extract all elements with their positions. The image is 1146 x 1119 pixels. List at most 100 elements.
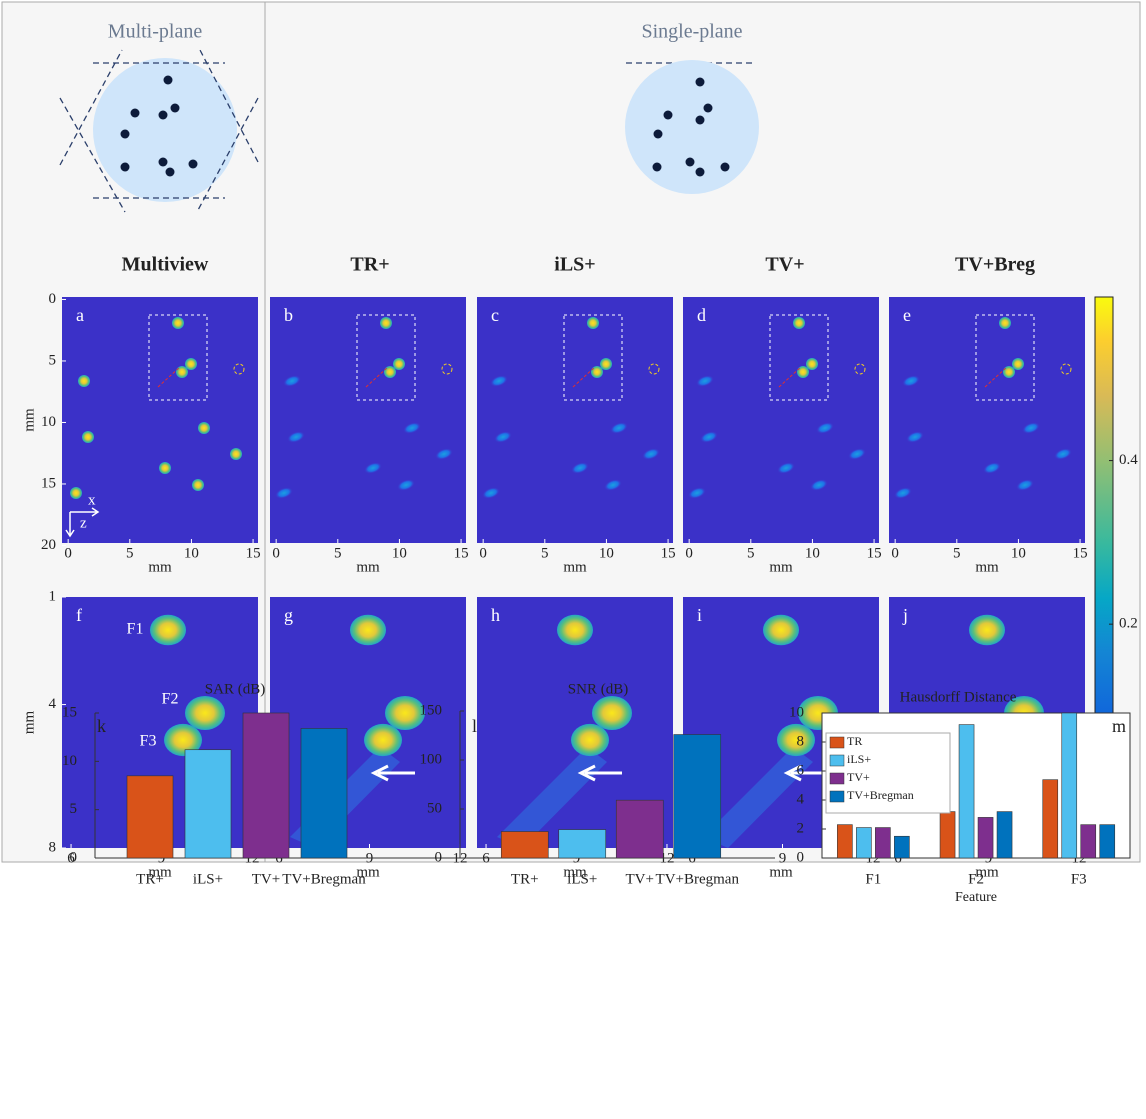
colorbar-tick-label: 0.4 [1119, 452, 1138, 468]
x-tick-label: 15 [246, 545, 261, 561]
panel-letter: g [284, 605, 293, 625]
panel-letter: m [1112, 716, 1126, 736]
bar [1043, 780, 1058, 858]
spot [592, 696, 632, 730]
panel-letter: h [491, 605, 500, 625]
x-tick-label: F1 [865, 871, 881, 887]
panel-letter: j [902, 605, 908, 625]
image-panel [683, 297, 879, 543]
column-title: TR+ [350, 254, 389, 276]
bar [616, 800, 663, 858]
dot [696, 78, 705, 87]
panel-letter: b [284, 305, 293, 325]
panel-letter: i [697, 605, 702, 625]
spot [797, 366, 809, 378]
dot [159, 158, 168, 167]
x-tick-label: TV+ [626, 871, 654, 887]
y-tick-label: 10 [41, 414, 56, 430]
x-axis-label: Feature [955, 890, 997, 905]
spot [1012, 358, 1024, 370]
column-title: iLS+ [554, 254, 595, 276]
spot [587, 317, 599, 329]
x-tick-label: 10 [599, 545, 614, 561]
spot [364, 724, 402, 756]
feature-label: F2 [162, 691, 179, 708]
x-tick-label: TR+ [511, 871, 539, 887]
legend-swatch [830, 773, 844, 784]
image [889, 297, 1085, 543]
dot [664, 111, 673, 120]
image [683, 297, 879, 543]
x-tick-label: 5 [126, 545, 134, 561]
bar [501, 832, 548, 858]
x-axis-label: mm [975, 559, 999, 575]
spot [557, 615, 593, 646]
y-tick-label: 15 [41, 475, 56, 491]
panel-letter: k [97, 716, 106, 736]
bar [875, 828, 890, 858]
dot [121, 163, 130, 172]
x-axis-label: mm [769, 864, 793, 880]
column-title: Multiview [122, 254, 209, 276]
panel-letter: a [76, 305, 84, 325]
x-tick-label: 0 [479, 545, 487, 561]
x-tick-label: iLS+ [193, 871, 223, 887]
bar [1100, 825, 1115, 858]
y-tick-label: 0 [70, 849, 78, 865]
y-tick-label: 4 [797, 791, 805, 807]
spot [793, 317, 805, 329]
phantom [625, 60, 759, 194]
y-tick-label: 4 [49, 696, 57, 712]
chart-title: Hausdorff Distance [900, 689, 1017, 705]
spot [185, 696, 225, 730]
y-tick-label: 100 [420, 751, 443, 767]
x-tick-label: 10 [805, 545, 820, 561]
chart-title: SAR (dB) [205, 681, 265, 697]
dot [696, 168, 705, 177]
spot [172, 317, 184, 329]
x-tick-label: 5 [747, 545, 755, 561]
feature-label: F1 [127, 621, 144, 638]
spot [198, 422, 210, 434]
spot [176, 366, 188, 378]
x-tick-label: 5 [334, 545, 342, 561]
spot [380, 317, 392, 329]
spot [1003, 366, 1015, 378]
y-tick-label: 5 [70, 801, 78, 817]
spot [591, 366, 603, 378]
y-axis-label: mm [21, 408, 37, 432]
x-tick-label: F2 [968, 871, 984, 887]
x-axis-label: mm [769, 559, 793, 575]
y-tick-label: 0 [797, 849, 805, 865]
x-tick-label: TV+Bregman [282, 871, 366, 887]
spot [150, 615, 186, 646]
spot [384, 366, 396, 378]
y-tick-label: 6 [797, 762, 805, 778]
bar [243, 713, 289, 858]
dot [121, 130, 130, 139]
spot [763, 615, 799, 646]
bar [894, 836, 909, 858]
x-tick-label: TV+ [252, 871, 280, 887]
figure: Multi-plane Single-plane MultiviewTR+iLS… [0, 0, 1146, 1119]
dot [171, 104, 180, 113]
y-tick-label: 50 [427, 800, 442, 816]
y-tick-label: 5 [49, 352, 57, 368]
legend-label: iLS+ [847, 752, 871, 766]
x-tick-label: 0 [891, 545, 899, 561]
dot [653, 163, 662, 172]
colorbar-tick-label: 0.2 [1119, 616, 1138, 632]
x-tick-label: 5 [541, 545, 549, 561]
spot [350, 615, 386, 646]
x-tick-label: TR+ [136, 871, 164, 887]
x-tick-label: 10 [1011, 545, 1026, 561]
bar [674, 735, 721, 858]
dot [686, 158, 695, 167]
spot [999, 317, 1011, 329]
schematic-label: Multi-plane [108, 21, 203, 43]
panel-letter: d [697, 305, 706, 325]
legend-label: TV+Bregman [847, 788, 914, 802]
bar [959, 725, 974, 858]
y-tick-label: 1 [49, 588, 57, 604]
x-tick-label: 10 [184, 545, 199, 561]
